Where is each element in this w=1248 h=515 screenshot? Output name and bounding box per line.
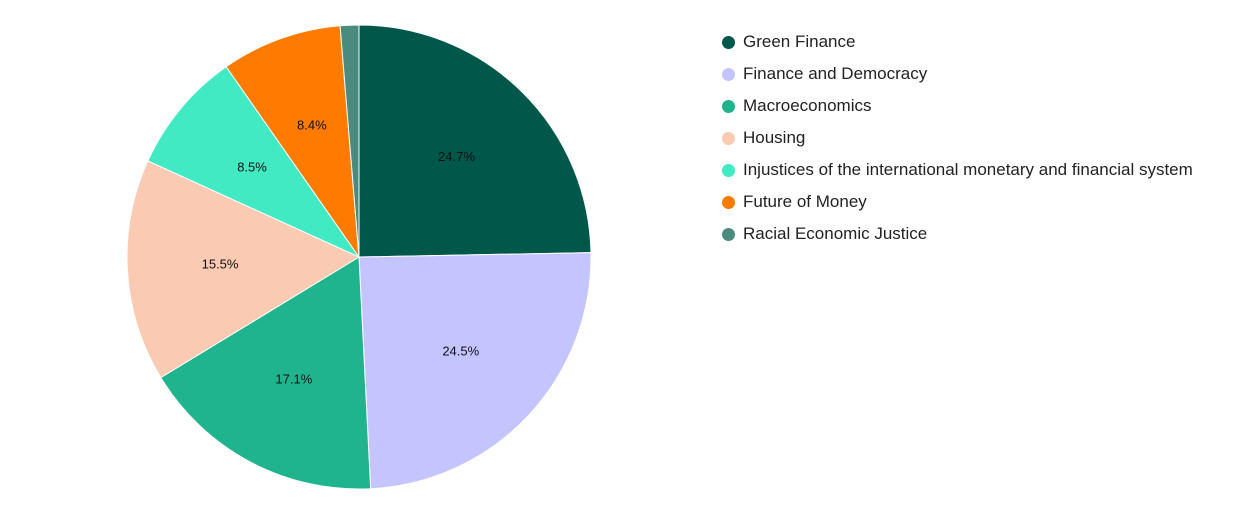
pie-labels: 24.7% 24.5% 17.1% 15.5% 8.5% 8.4% [202,117,480,386]
slice-label: 24.7% [438,149,475,164]
legend-item: Racial Economic Justice [722,218,1193,250]
pie-slice [339,24,360,258]
legend-label: Injustices of the international monetary… [743,160,1193,179]
slice-label: 8.5% [237,159,267,174]
legend-label: Finance and Democracy [743,64,928,83]
pie-slice [225,25,360,259]
legend: Green Finance Finance and Democracy Macroe… [722,26,1193,250]
legend-swatch-icon [722,195,735,209]
legend-item: Green Finance [722,26,1193,58]
legend-item: Finance and Democracy [722,58,1193,90]
legend-item: Housing [722,122,1193,154]
legend-swatch-icon [722,67,735,81]
legend-label: Macroeconomics [743,96,872,115]
legend-item: Macroeconomics [722,90,1193,122]
legend-swatch-icon [722,227,735,241]
pie-slice [358,252,592,490]
slice-label: 15.5% [202,257,239,272]
slice-label: 24.5% [442,343,479,358]
legend-swatch-icon [722,163,735,177]
pie-slice [358,24,592,258]
pie-slice [126,160,361,379]
legend-swatch-icon [722,99,735,113]
legend-label: Future of Money [743,192,867,211]
legend-label: Racial Economic Justice [743,224,928,243]
legend-item: Injustices of the international monetary… [722,154,1193,186]
pie-slices [126,24,592,490]
pie-slice [147,66,361,259]
legend-swatch-icon [722,35,735,49]
slice-label: 8.4% [297,117,327,132]
pie-chart: 24.7% 24.5% 17.1% 15.5% 8.5% 8.4% [126,24,592,490]
legend-swatch-icon [722,131,735,145]
legend-label: Green Finance [743,32,856,51]
slice-label: 17.1% [275,371,312,386]
legend-label: Housing [743,128,806,147]
legend-item: Future of Money [722,186,1193,218]
pie-slice [160,256,372,490]
